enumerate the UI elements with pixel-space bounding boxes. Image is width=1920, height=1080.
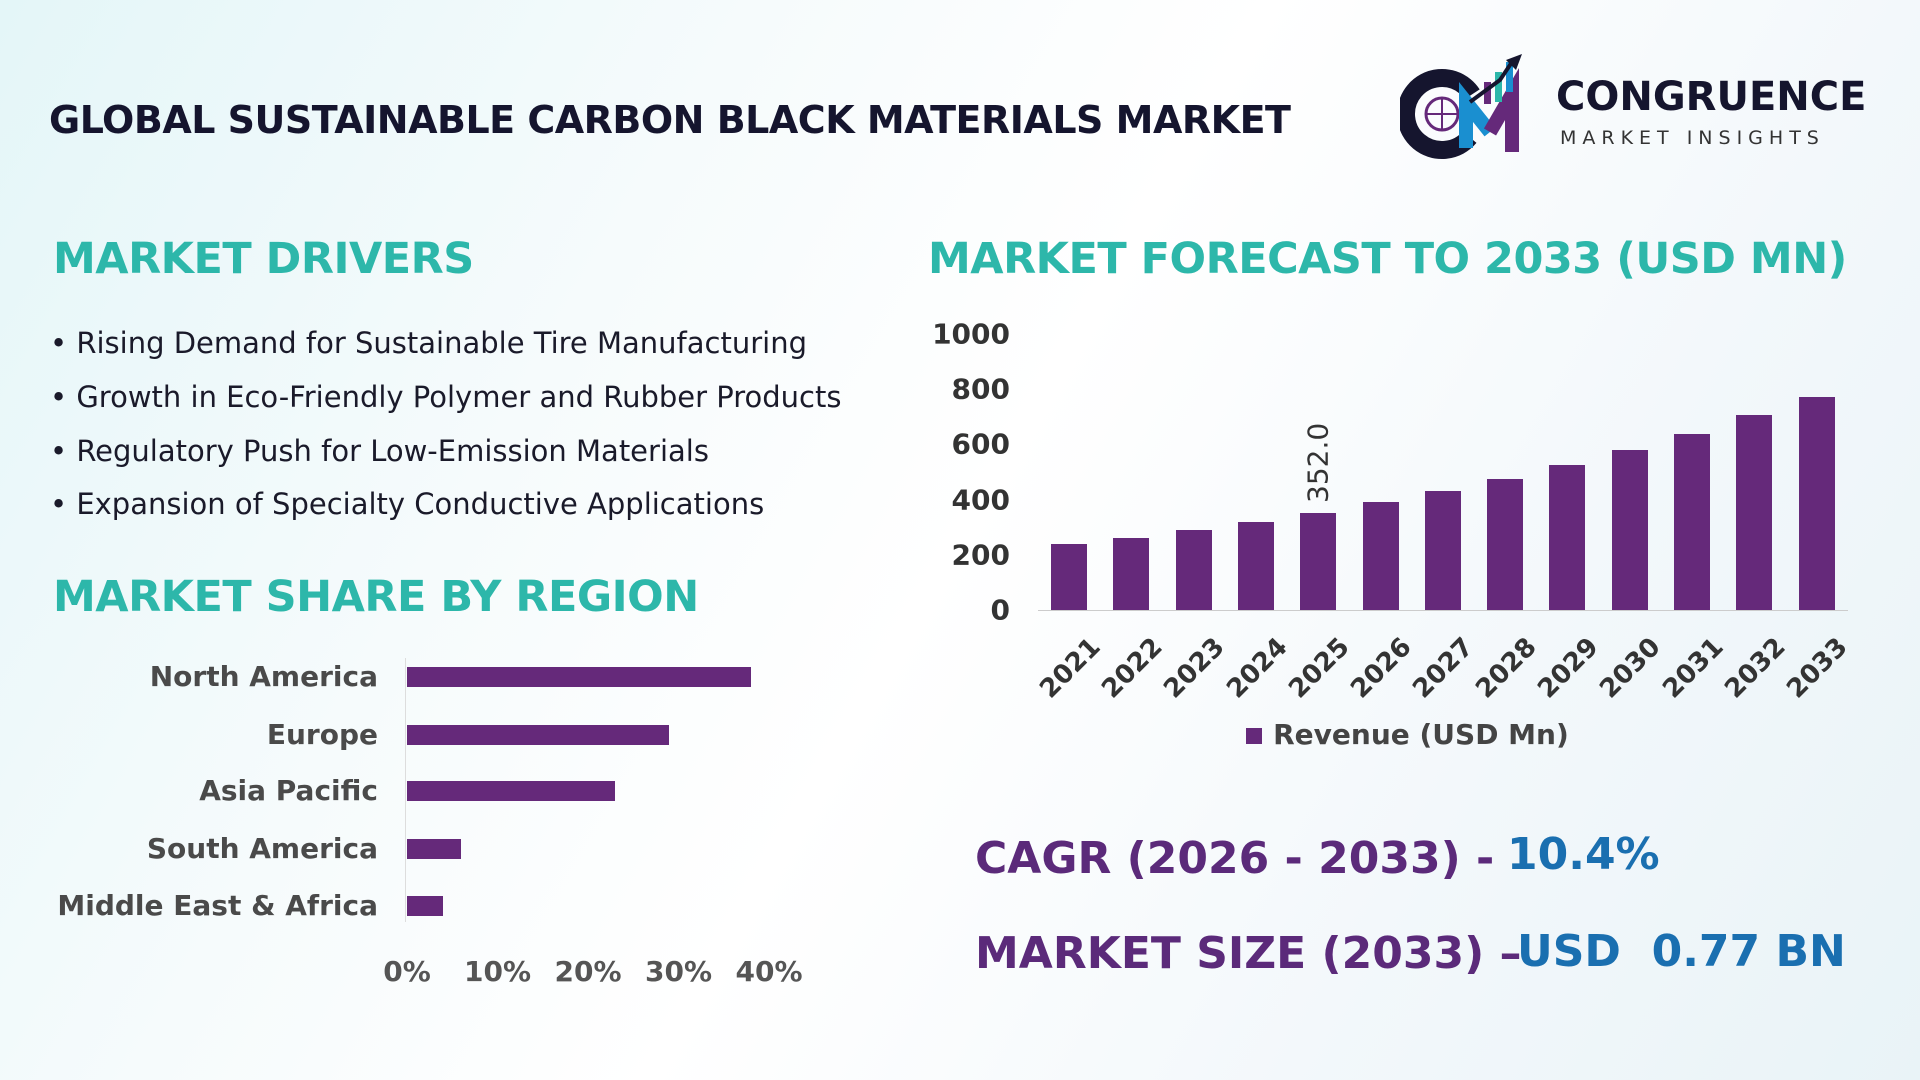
region-x-tick: 30% [644, 955, 713, 988]
year-label: 2028 [1469, 632, 1543, 705]
y-tick: 600 [951, 427, 1010, 461]
forecast-bar [1611, 450, 1648, 610]
forecast-bar [1300, 512, 1337, 610]
region-axis-line [405, 658, 406, 922]
year-label: 2032 [1719, 632, 1792, 705]
region-x-tick: 40% [735, 955, 803, 988]
year-label: 2033 [1781, 632, 1854, 705]
forecast-bar [1736, 415, 1773, 610]
forecast-bar [1051, 544, 1087, 610]
year-label: 2029 [1532, 632, 1605, 705]
cagr-label: CAGR (2026 - 2033) - [975, 833, 1495, 884]
y-tick: 400 [951, 483, 1010, 517]
legend-label: Revenue (USD Mn) [1273, 718, 1569, 751]
y-tick: 1000 [932, 317, 1010, 351]
drivers-heading: MARKET DRIVERS [53, 234, 474, 284]
forecast-bar [1362, 502, 1399, 610]
region-x-tick: 10% [463, 955, 532, 988]
logo: CONGRUENCE MARKET INSIGHTS [1400, 52, 1870, 162]
region-label: North America [149, 660, 378, 693]
region-label: Asia Pacific [199, 774, 378, 807]
logo-mark-icon [1400, 54, 1522, 159]
forecast-bar [1113, 538, 1150, 610]
forecast-bar [1674, 434, 1710, 610]
forecast-bar [1175, 530, 1212, 610]
forecast-bar [1798, 396, 1835, 610]
year-label: 2027 [1407, 632, 1481, 705]
region-bar [407, 896, 444, 916]
region-label: Middle East & Africa [57, 889, 378, 922]
forecast-bar [1237, 522, 1274, 610]
driver-item: • Growth in Eco-Friendly Polymer and Rub… [50, 380, 842, 414]
region-label: South America [146, 832, 378, 865]
logo-tagline: MARKET INSIGHTS [1560, 127, 1825, 149]
market-size-value: USD 0.77 BN [1517, 926, 1846, 977]
forecast-baseline [1038, 610, 1848, 611]
data-label: 352.0 [1301, 422, 1335, 503]
legend: Revenue (USD Mn) [1246, 718, 1569, 751]
year-label: 2022 [1096, 632, 1169, 705]
year-label: 2026 [1345, 632, 1418, 705]
forecast-bar [1487, 479, 1524, 610]
forecast-bar [1549, 465, 1586, 610]
region-heading: MARKET SHARE BY REGION [53, 572, 699, 622]
region-label: Europe [266, 718, 378, 751]
legend-swatch [1246, 728, 1262, 744]
forecast-heading: MARKET FORECAST TO 2033 (USD MN) [928, 234, 1847, 284]
y-tick: 800 [951, 372, 1010, 406]
year-label: 2021 [1033, 632, 1107, 705]
region-bar [407, 781, 616, 801]
cagr-value: 10.4% [1507, 829, 1660, 880]
year-label: 2023 [1158, 632, 1231, 705]
year-label: 2031 [1656, 632, 1730, 705]
logo-name: CONGRUENCE [1556, 74, 1867, 120]
driver-item: • Rising Demand for Sustainable Tire Man… [50, 326, 807, 360]
region-x-tick: 0% [383, 955, 431, 988]
page-title: GLOBAL SUSTAINABLE CARBON BLACK MATERIAL… [49, 98, 1291, 142]
region-bar [407, 839, 462, 859]
forecast-bar [1424, 491, 1461, 610]
y-tick: 200 [951, 538, 1010, 572]
year-label: 2030 [1594, 632, 1667, 705]
driver-item: • Expansion of Specialty Conductive Appl… [50, 487, 765, 521]
year-label: 2025 [1283, 632, 1356, 705]
driver-item: • Regulatory Push for Low-Emission Mater… [50, 434, 709, 468]
region-bar [407, 725, 670, 745]
year-label: 2024 [1220, 632, 1294, 705]
market-size-label: MARKET SIZE (2033) – [975, 928, 1522, 979]
y-tick: 0 [990, 593, 1010, 627]
region-bar [407, 667, 751, 687]
region-x-tick: 20% [554, 955, 622, 988]
